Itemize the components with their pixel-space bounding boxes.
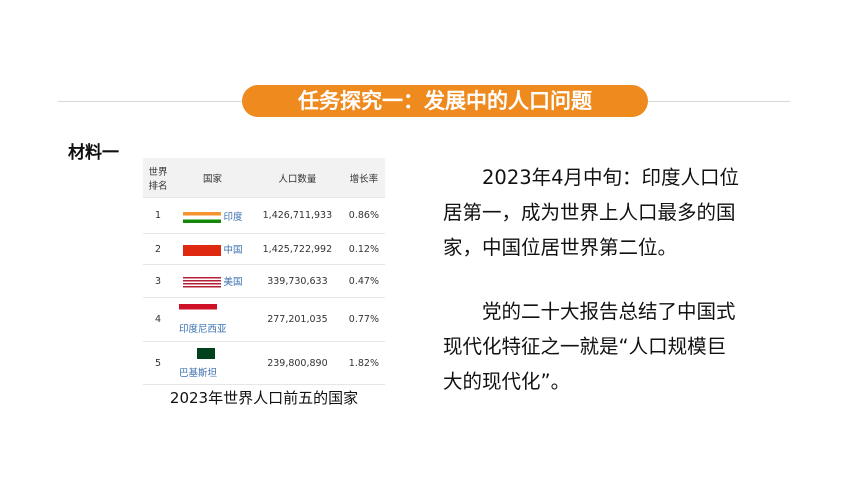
- row: 3 美国 339,730,633 0.47%: [143, 264, 385, 298]
- cell: 4: [143, 297, 173, 342]
- cell: 印度: [173, 197, 253, 234]
- col-header: 世界排名: [143, 158, 173, 198]
- flag: [179, 304, 217, 315]
- header-row: 世界排名 国家 人口数量 增长率: [143, 158, 385, 198]
- row: 1 印度 1,426,711,933 0.86%: [143, 197, 385, 234]
- col-header: 人口数量: [252, 158, 343, 198]
- table-caption: 2023年世界人口前五的国家: [169, 389, 359, 407]
- row: 2 中国 1,425,722,992 0.12%: [143, 233, 385, 265]
- flag: [182, 245, 221, 256]
- row: 5 巴基斯坦 239,800,890 1.82%: [143, 341, 385, 385]
- cell: 0.77%: [342, 297, 385, 342]
- paragraph: 2023年4月中旬：印度人口位居第一，成为世界上人口最多的国家，中国位居世界第二…: [443, 166, 740, 259]
- cell: 277,201,035: [252, 297, 343, 342]
- cell: 美国: [173, 264, 253, 298]
- country: 美国: [223, 277, 243, 288]
- cell: 1,426,711,933: [252, 197, 343, 234]
- cell: 239,800,890: [252, 341, 343, 385]
- col-header: 增长率: [342, 158, 385, 198]
- paragraph: 党的二十大报告总结了中国式现代化特征之一就是“人口规模巨大的现代化”。: [443, 300, 736, 393]
- cell: 0.12%: [342, 233, 385, 265]
- population-table: 世界排名 国家 人口数量 增长率 1 印度 1,426,711,933 0.86% 2…: [143, 158, 385, 385]
- cell: 5: [143, 341, 173, 385]
- country: 中国: [223, 245, 243, 256]
- cell: 1.82%: [342, 341, 385, 385]
- cell: 0.47%: [342, 264, 385, 298]
- flag: [182, 277, 221, 288]
- country: 印度: [223, 211, 243, 223]
- cell: 巴基斯坦: [173, 341, 253, 385]
- title-banner: 任务探究一：发展中的人口问题: [242, 85, 648, 117]
- cell: 印度尼西亚: [173, 297, 253, 342]
- flag: [191, 347, 215, 359]
- material-label: 材料一: [68, 143, 119, 163]
- cell: 1: [143, 197, 173, 234]
- country: 印度尼西亚: [179, 324, 227, 335]
- flag: [182, 211, 221, 223]
- country: 巴基斯坦: [179, 367, 218, 379]
- cell: 中国: [173, 233, 253, 265]
- col-header: 国家: [173, 158, 253, 198]
- cell: 2: [143, 233, 173, 265]
- cell: 0.86%: [342, 197, 385, 234]
- cell: 339,730,633: [252, 264, 343, 298]
- cell: 1,425,722,992: [252, 233, 343, 265]
- row: 4 印度尼西亚 277,201,035 0.77%: [143, 297, 385, 342]
- cell: 3: [143, 264, 173, 298]
